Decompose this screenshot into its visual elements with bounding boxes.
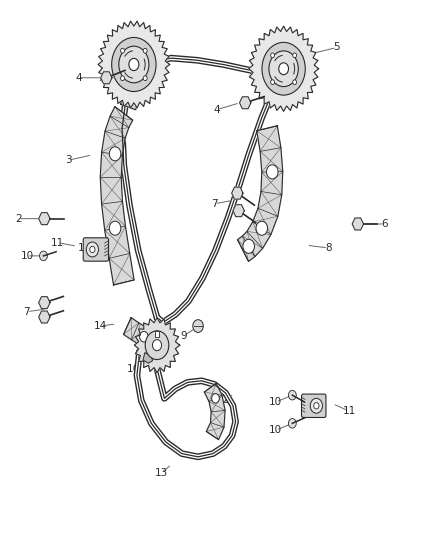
Circle shape	[269, 51, 298, 86]
Polygon shape	[120, 67, 148, 110]
Circle shape	[193, 320, 203, 333]
Text: 12: 12	[217, 395, 230, 406]
Circle shape	[310, 398, 322, 413]
Circle shape	[243, 239, 254, 253]
Text: 3: 3	[65, 155, 72, 165]
Polygon shape	[352, 218, 364, 230]
Polygon shape	[39, 311, 50, 323]
Text: 10: 10	[269, 425, 283, 435]
Text: 9: 9	[181, 330, 187, 341]
Text: 15: 15	[146, 357, 159, 367]
Polygon shape	[100, 107, 134, 285]
Circle shape	[279, 63, 289, 75]
Text: 10: 10	[20, 251, 33, 261]
Polygon shape	[233, 205, 244, 217]
Circle shape	[262, 42, 305, 95]
Text: 14: 14	[94, 321, 107, 331]
Text: 13: 13	[155, 468, 168, 478]
Text: 11: 11	[51, 238, 64, 247]
Text: 10: 10	[269, 397, 283, 407]
Polygon shape	[98, 21, 170, 108]
Circle shape	[271, 80, 275, 85]
Text: 4: 4	[213, 104, 220, 115]
Circle shape	[288, 418, 296, 428]
Circle shape	[120, 76, 124, 80]
Circle shape	[120, 49, 124, 53]
Circle shape	[293, 80, 297, 85]
Polygon shape	[240, 97, 251, 109]
Polygon shape	[124, 318, 162, 350]
FancyBboxPatch shape	[301, 394, 326, 417]
Circle shape	[293, 53, 297, 58]
Circle shape	[140, 332, 148, 342]
Circle shape	[271, 53, 275, 58]
Polygon shape	[134, 318, 180, 373]
FancyBboxPatch shape	[83, 238, 109, 261]
Circle shape	[256, 221, 268, 235]
Polygon shape	[39, 213, 50, 224]
Circle shape	[143, 49, 147, 53]
Circle shape	[145, 331, 169, 360]
Polygon shape	[204, 383, 225, 440]
Circle shape	[266, 165, 278, 179]
Polygon shape	[101, 72, 112, 84]
Circle shape	[119, 46, 149, 83]
Text: 8: 8	[325, 243, 332, 253]
Text: 6: 6	[381, 219, 388, 229]
Circle shape	[152, 340, 162, 351]
Circle shape	[129, 59, 139, 70]
Circle shape	[39, 251, 47, 261]
Polygon shape	[39, 297, 50, 309]
Circle shape	[86, 242, 99, 257]
Circle shape	[110, 221, 121, 235]
Polygon shape	[237, 126, 283, 261]
Circle shape	[110, 147, 121, 161]
Text: 11: 11	[343, 406, 356, 416]
Circle shape	[90, 246, 95, 253]
Text: 2: 2	[15, 214, 21, 224]
Text: 7: 7	[24, 306, 30, 317]
Text: 4: 4	[75, 73, 82, 83]
Text: 7: 7	[211, 199, 218, 209]
Circle shape	[212, 394, 219, 403]
Polygon shape	[143, 353, 152, 364]
Polygon shape	[249, 26, 318, 111]
Text: 5: 5	[334, 43, 340, 52]
Polygon shape	[155, 331, 159, 337]
Circle shape	[288, 390, 296, 400]
Circle shape	[112, 37, 156, 92]
Circle shape	[143, 76, 147, 80]
Text: 1: 1	[78, 243, 85, 253]
Polygon shape	[232, 187, 243, 199]
Text: 16: 16	[127, 364, 141, 374]
Circle shape	[314, 402, 319, 409]
